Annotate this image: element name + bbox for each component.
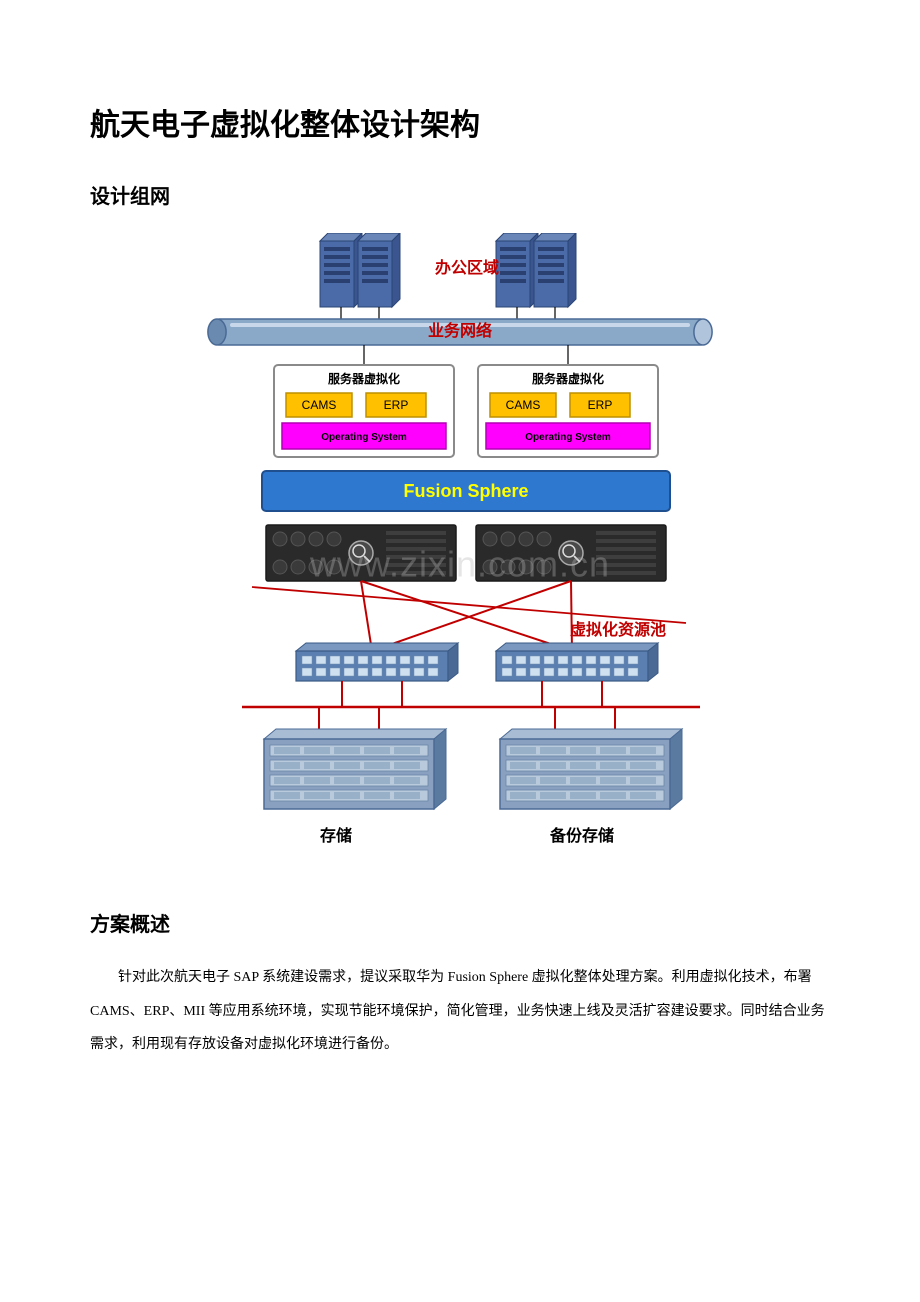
overview-paragraph: 针对此次航天电子 SAP 系统建设需求，提议采取华为 Fusion Sphere… — [90, 961, 830, 1062]
svg-text:服务器虚拟化: 服务器虚拟化 — [328, 371, 400, 386]
svg-text:CAMS: CAMS — [302, 398, 337, 412]
svg-text:Operating System: Operating System — [525, 432, 611, 443]
svg-text:存储: 存储 — [320, 826, 352, 845]
svg-text:ERP: ERP — [384, 398, 409, 412]
svg-text:服务器虚拟化: 服务器虚拟化 — [532, 371, 604, 386]
section-overview-heading: 方案概述 — [90, 908, 830, 937]
svg-text:Fusion Sphere: Fusion Sphere — [403, 481, 528, 501]
svg-text:ERP: ERP — [588, 398, 613, 412]
svg-text:CAMS: CAMS — [506, 398, 541, 412]
svg-text:备份存储: 备份存储 — [549, 826, 614, 845]
svg-text:业务网络: 业务网络 — [428, 321, 492, 340]
architecture-diagram: 办公区域业务网络服务器虚拟化 CAMS ERP Operating System 服务器… — [200, 233, 720, 878]
svg-text:办公区域: 办公区域 — [435, 258, 499, 277]
svg-text:虚拟化资源池: 虚拟化资源池 — [570, 620, 666, 639]
diagram-svg: 办公区域业务网络服务器虚拟化 CAMS ERP Operating System 服务器… — [200, 233, 720, 873]
page-title: 航天电子虚拟化整体设计架构 — [90, 100, 830, 144]
section-network-heading: 设计组网 — [90, 180, 830, 209]
svg-text:Operating System: Operating System — [321, 432, 407, 443]
